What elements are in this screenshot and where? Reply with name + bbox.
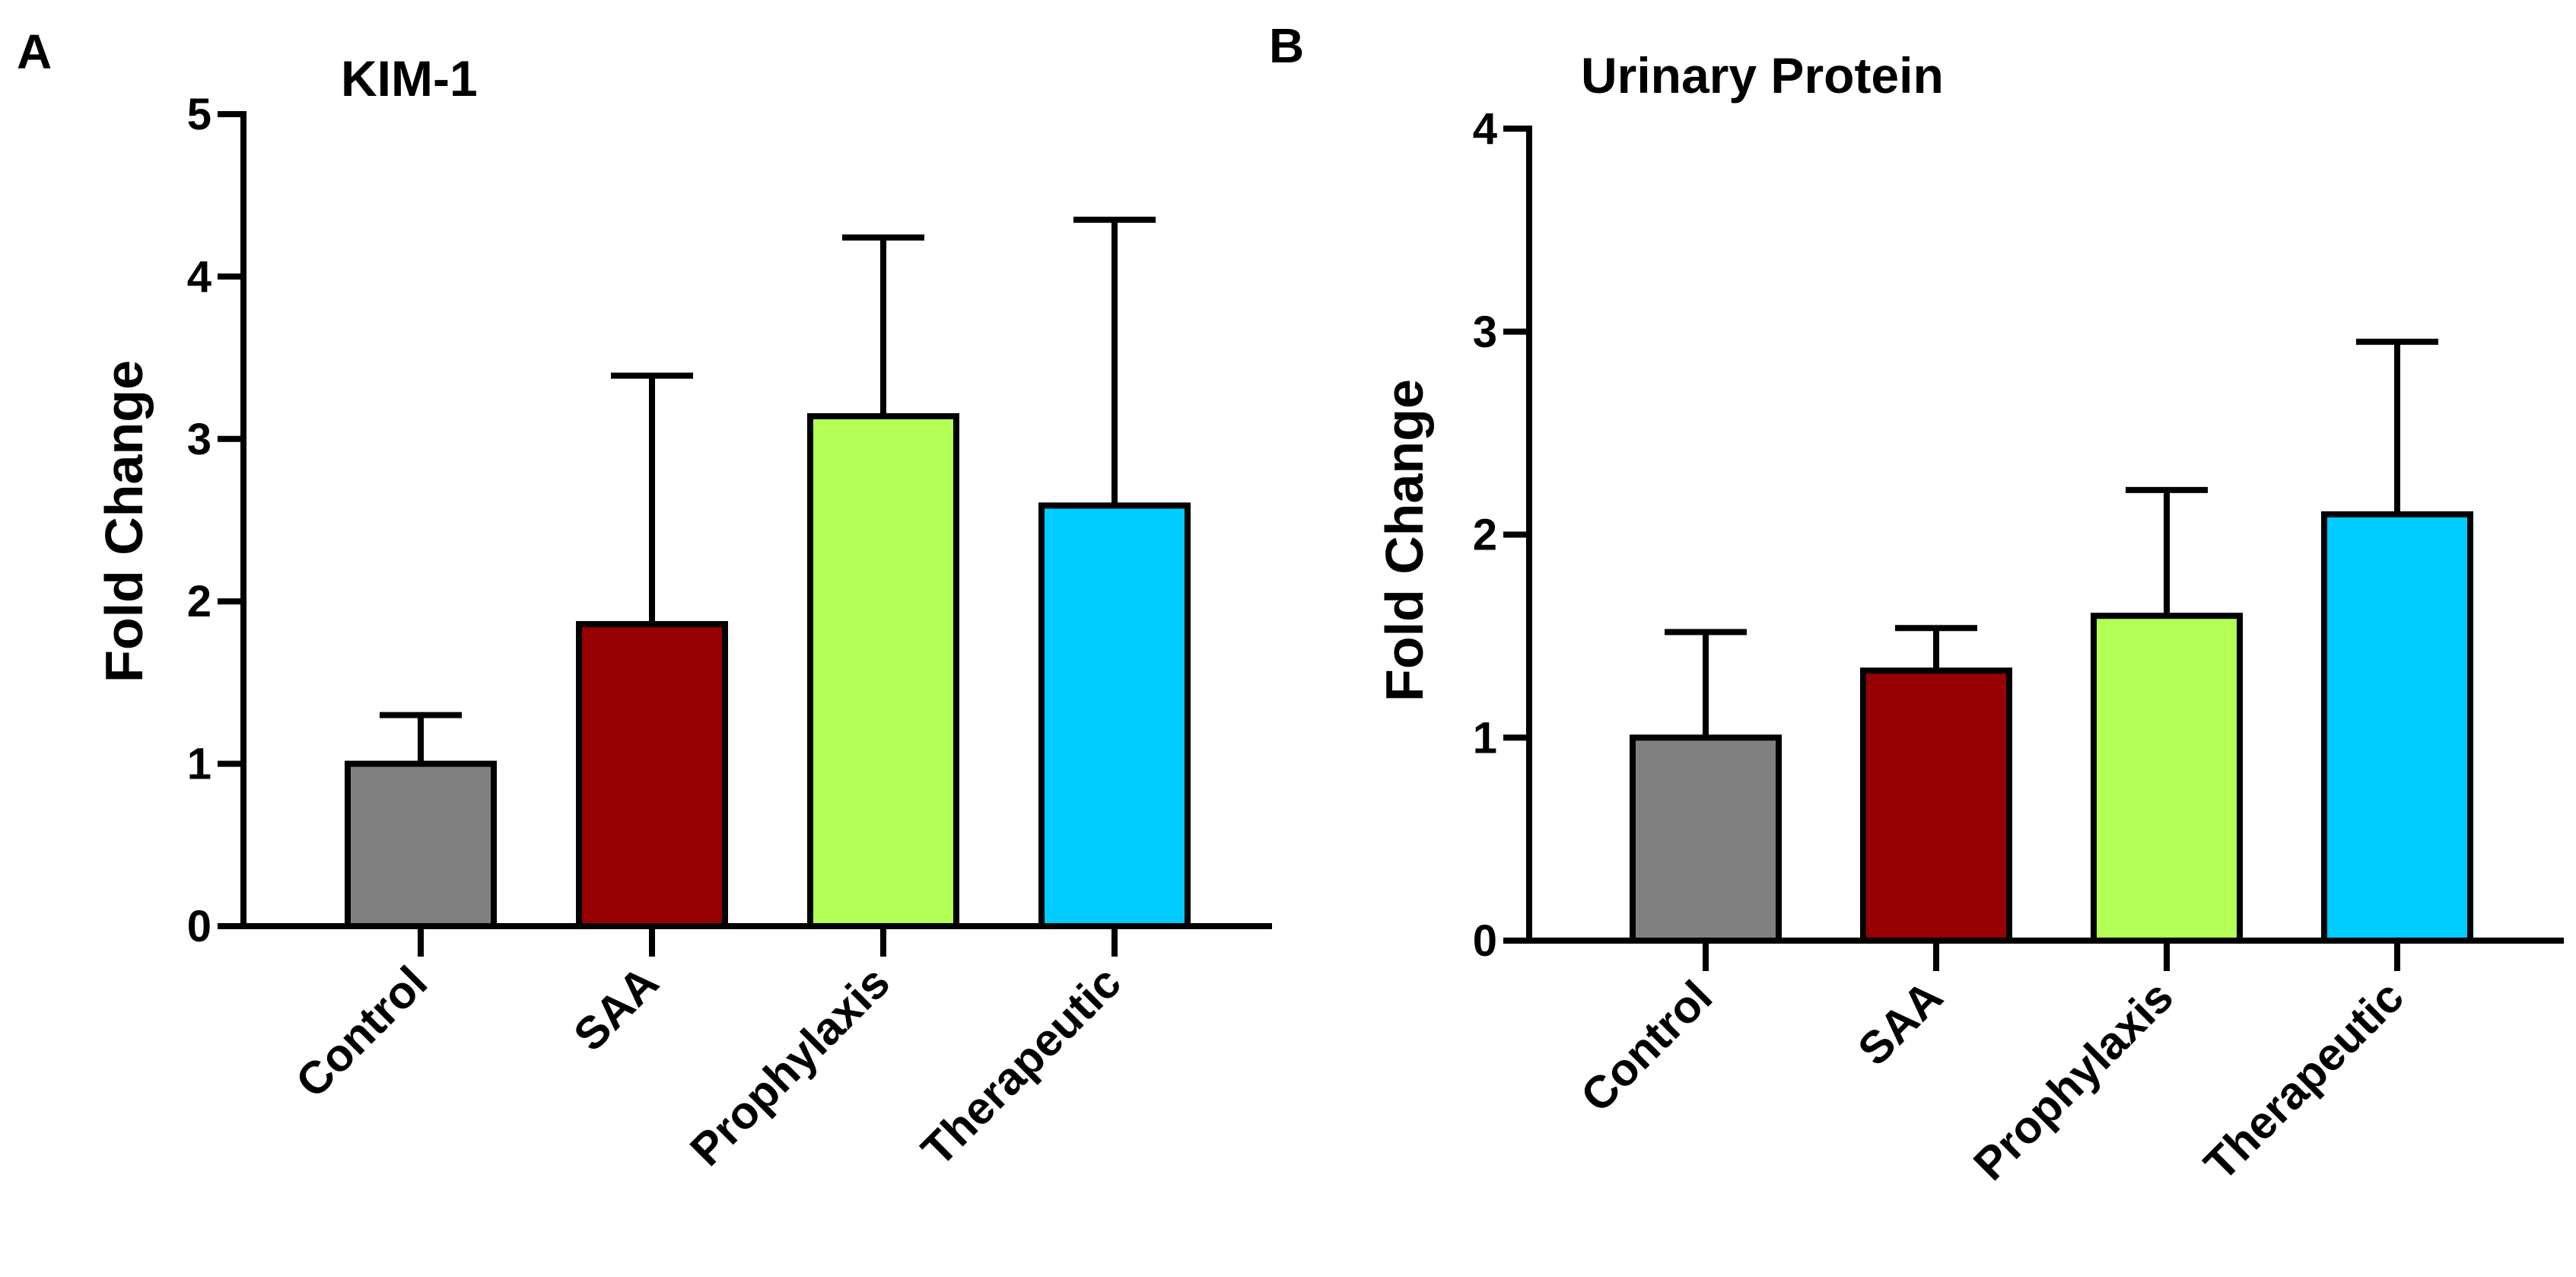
panel-letter-b: B — [1269, 18, 1304, 73]
bar-prophylaxis — [807, 412, 959, 929]
y-tick-label: 2 — [1473, 511, 1497, 560]
x-tick-label-saa: SAA — [1848, 971, 1952, 1075]
panel-a: A KIM-1 Fold Change 0 1 2 3 4 5 Control SAA Prop… — [17, 24, 1272, 1176]
x-tick-label-prophylaxis: Prophylaxis — [1964, 971, 2183, 1190]
y-tick-label: 4 — [187, 252, 211, 301]
bar-therapeutic — [2321, 511, 2473, 944]
y-tick-label: 3 — [1473, 307, 1497, 357]
x-tick-label-saa: SAA — [564, 957, 668, 1061]
x-tick-label-therapeutic: Therapeutic — [2194, 971, 2413, 1190]
bar-prophylaxis — [2091, 613, 2243, 944]
y-tick-label: 0 — [187, 902, 211, 951]
bar-saa — [1860, 667, 2012, 944]
bar-therapeutic — [1038, 502, 1191, 929]
y-tick-label: 1 — [1473, 713, 1497, 763]
y-tick-label: 1 — [187, 740, 211, 789]
x-tick-label-therapeutic: Therapeutic — [911, 957, 1131, 1176]
plot-area-a: 0 1 2 3 4 5 Control SAA Prophylaxis Therapeutic — [187, 90, 1272, 1176]
panel-b: B Urinary Protein Fold Change 0 1 2 3 4 Contr… — [1269, 18, 2564, 1190]
chart-title-kim1: KIM-1 — [341, 50, 478, 107]
plot-area-b: 0 1 2 3 4 Control SAA Prophylaxis Therapeutic — [1473, 104, 2564, 1190]
y-tick-label: 2 — [187, 577, 211, 626]
y-tick-label: 3 — [187, 415, 211, 464]
x-tick-label-prophylaxis: Prophylaxis — [680, 957, 899, 1176]
y-tick-label: 0 — [1473, 916, 1497, 966]
x-tick-label-control: Control — [286, 957, 437, 1107]
bar-control — [1630, 734, 1782, 944]
y-tick-label: 5 — [187, 90, 211, 139]
bar-control — [345, 760, 497, 929]
x-tick-label-control: Control — [1571, 971, 1722, 1122]
y-axis-label-b: Fold Change — [1375, 379, 1434, 702]
panel-letter-a: A — [17, 24, 52, 79]
bar-saa — [576, 621, 728, 929]
y-tick-label: 4 — [1473, 104, 1497, 154]
chart-title-urinary-protein: Urinary Protein — [1581, 47, 1944, 103]
y-axis-label-a: Fold Change — [94, 360, 154, 683]
